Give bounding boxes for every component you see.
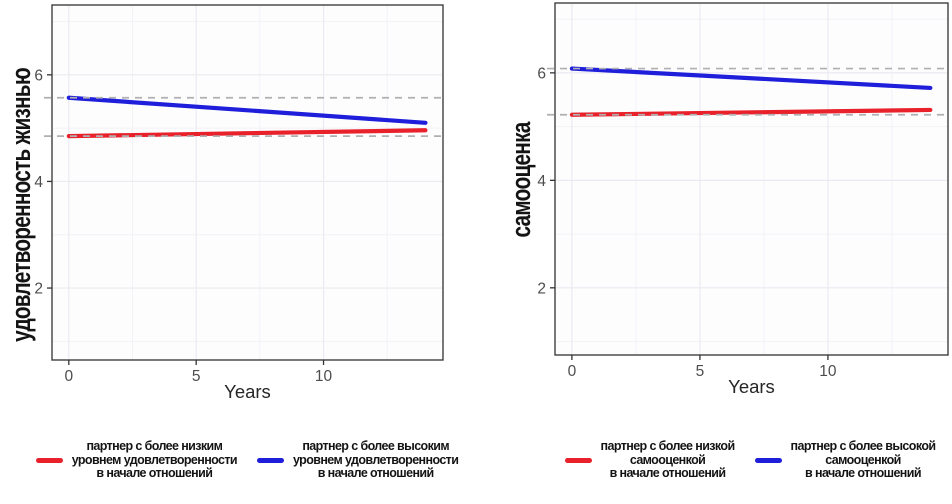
panel-background (52, 5, 443, 360)
panel-border (554, 2, 949, 356)
y-tick-label: 6 (34, 67, 43, 84)
legend-life-satisfaction: партнер с более низким уровнем удовлетво… (0, 439, 476, 481)
blue-line-swatch (754, 458, 782, 463)
x-tick-label: 0 (568, 363, 577, 380)
red-line-swatch (564, 458, 592, 463)
series-line-1 (66, 95, 428, 125)
red-line-swatch (35, 458, 63, 463)
x-tick-label: 10 (819, 363, 837, 380)
x-tick-label: 0 (64, 368, 73, 385)
y-tick-label: 4 (537, 173, 546, 190)
blue-line-swatch (257, 458, 284, 463)
chart-life-satisfaction: удовлетворенность жизнью 0 5 10 2 4 6 Years па… (0, 4, 476, 481)
legend-label: партнер с более высокой самооценкой в на… (790, 439, 936, 480)
y-tick-label: 6 (537, 65, 546, 82)
legend-self-esteem: партнер с более низкой самооценкой в нач… (476, 439, 952, 481)
y-tick-label: 4 (34, 174, 43, 191)
x-axis-title: Years (728, 376, 775, 397)
y-tick-label: 2 (34, 281, 43, 298)
legend-label: партнер с более низким уровнем удовлетво… (71, 439, 238, 480)
panel-background (555, 3, 948, 355)
x-tick-label: 5 (696, 363, 705, 380)
x-tick-label: 5 (192, 368, 201, 385)
legend-item-higher-self-esteem: партнер с более высокой самооценкой в на… (754, 439, 936, 481)
legend-label: партнер с более низкой самооценкой в нач… (600, 439, 736, 480)
x-axis-title: Years (224, 381, 271, 402)
panel-border (51, 4, 444, 361)
legend-item-higher-satisfaction: партнер с более высоким уровнем удовлетв… (257, 439, 459, 481)
series-line-1 (569, 66, 933, 91)
legend-label: партнер с более высоким уровнем удовлетв… (293, 439, 459, 480)
x-tick-label: 10 (315, 368, 333, 385)
series-line-0 (66, 128, 428, 139)
chart-self-esteem: самооценка 0 5 10 2 4 6 Years партнер с более … (476, 0, 952, 504)
y-tick-label: 2 (537, 280, 546, 297)
plot-area-self-esteem: 0 5 10 2 4 6 Years (537, 2, 949, 397)
legend-item-lower-satisfaction: партнер с более низким уровнем удовлетво… (35, 439, 238, 481)
plot-area-life-satisfaction: 0 5 10 2 4 6 Years (34, 4, 444, 402)
legend-item-lower-self-esteem: партнер с более низкой самооценкой в нач… (564, 439, 736, 481)
